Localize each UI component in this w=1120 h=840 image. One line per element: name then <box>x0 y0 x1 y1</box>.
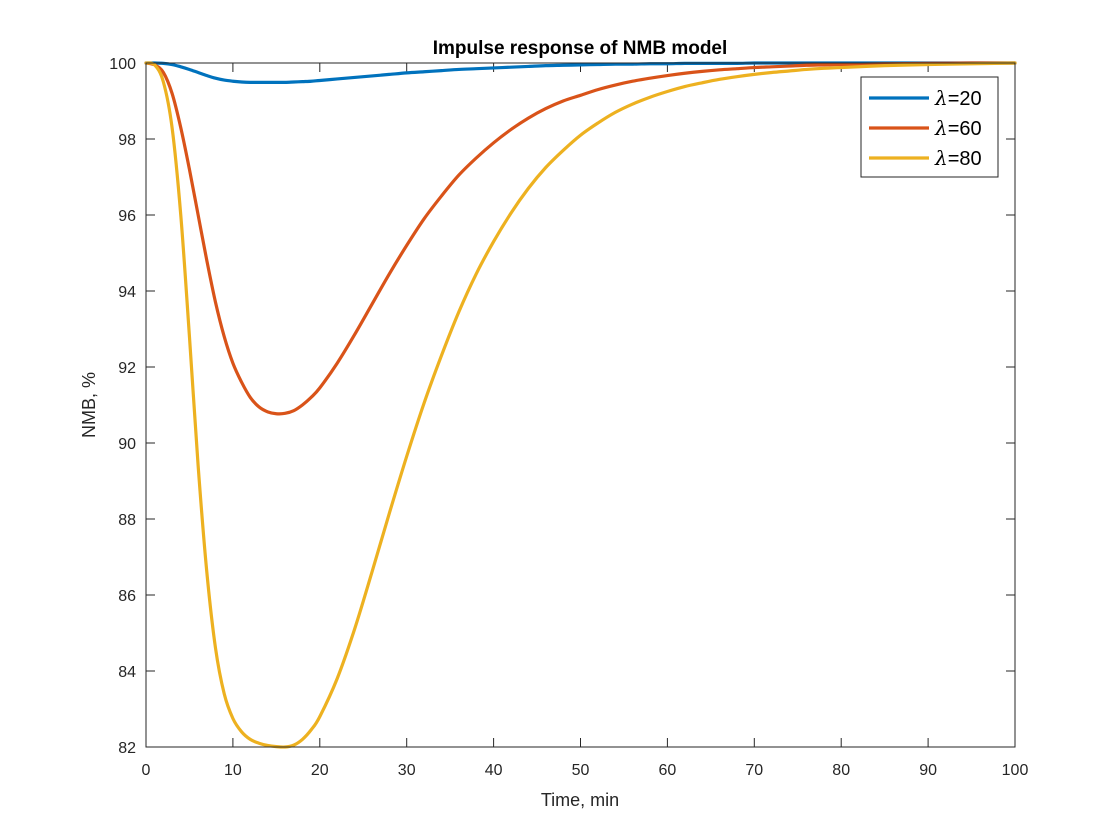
legend-value: =20 <box>948 88 982 110</box>
tick-labels: 0 10 20 30 40 50 60 70 80 90 100 82 84 86 88 90 92 94 96 98… <box>109 56 1028 779</box>
legend-lambda-symbol: λ <box>934 86 948 110</box>
legend-lambda-symbol: λ <box>934 146 948 170</box>
series-line-2 <box>144 61 1017 749</box>
legend-label-2: λ=80 <box>934 146 982 170</box>
y-tick-label: 84 <box>118 664 136 681</box>
y-tick-label: 82 <box>118 740 136 757</box>
series-line-1 <box>144 61 1017 416</box>
chart-title: Impulse response of NMB model <box>433 38 728 59</box>
y-tick-label: 86 <box>118 588 136 605</box>
legend-label-0: λ=20 <box>934 86 982 110</box>
legend-entries: λ=20λ=60λ=80 <box>869 86 982 170</box>
x-tick-label: 100 <box>1002 762 1029 779</box>
x-tick-label: 0 <box>142 762 151 779</box>
y-axis-label: NMB, % <box>79 372 99 438</box>
x-tick-label: 90 <box>919 762 937 779</box>
x-tick-label: 50 <box>572 762 590 779</box>
y-tick-label: 100 <box>109 56 136 73</box>
y-tick-label: 96 <box>118 208 136 225</box>
x-tick-label: 10 <box>224 762 242 779</box>
plot-frame <box>145 62 1016 748</box>
y-tick-label: 94 <box>118 284 136 301</box>
legend: λ=20λ=60λ=80 <box>860 76 999 178</box>
y-tick-label: 88 <box>118 512 136 529</box>
x-tick-label: 20 <box>311 762 329 779</box>
y-tick-label: 98 <box>118 132 136 149</box>
legend-value: =60 <box>948 118 982 140</box>
x-tick-label: 60 <box>659 762 677 779</box>
x-tick-label: 30 <box>398 762 416 779</box>
x-tick-label: 70 <box>745 762 763 779</box>
legend-value: =80 <box>948 148 982 170</box>
y-tick-label: 92 <box>118 360 136 377</box>
x-tick-label: 80 <box>832 762 850 779</box>
x-axis-label: Time, min <box>541 790 619 810</box>
legend-lambda-symbol: λ <box>934 116 948 140</box>
x-tick-label: 40 <box>485 762 503 779</box>
y-tick-label: 90 <box>118 436 136 453</box>
legend-label-1: λ=60 <box>934 116 982 140</box>
